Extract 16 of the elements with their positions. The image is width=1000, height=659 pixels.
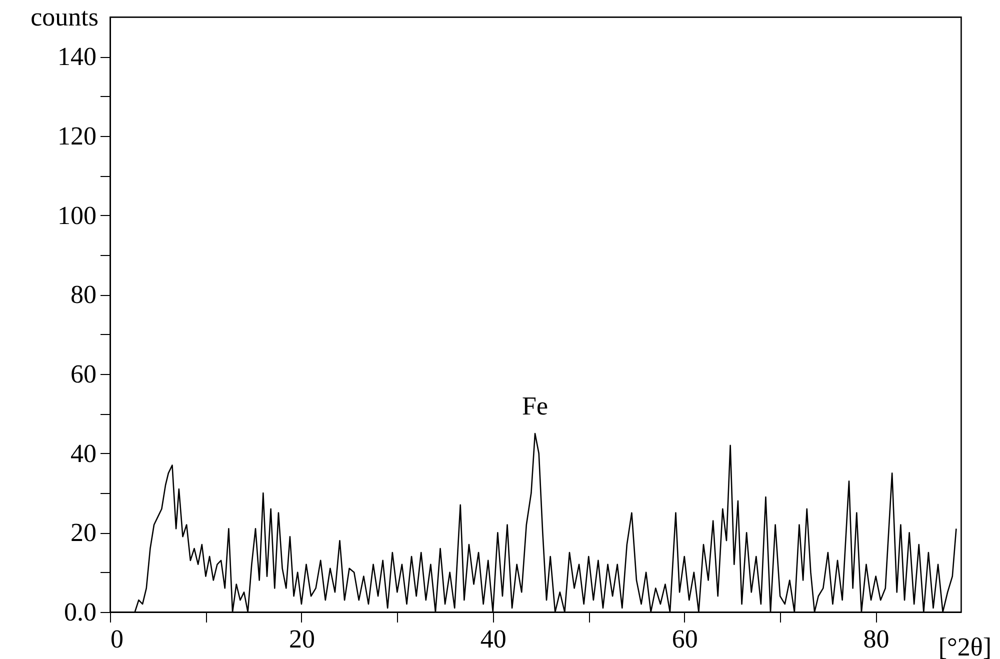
x-tick-label: 40	[480, 624, 506, 654]
y-tick-label: 20	[70, 518, 96, 548]
x-tick-label: 60	[672, 624, 698, 654]
x-axis-title: [°2θ]	[938, 632, 992, 659]
y-tick-label: 0.0	[64, 598, 96, 626]
y-tick-label: 60	[70, 360, 96, 388]
y-axis-title: counts	[30, 2, 98, 32]
y-tick-label: 80	[70, 280, 96, 310]
x-tick-label: 20	[288, 624, 315, 654]
y-tick-label: 140	[58, 42, 96, 72]
y-tick-label: 40	[70, 438, 96, 468]
y-tick-label: 120	[58, 122, 96, 150]
x-tick-label: 80	[863, 624, 890, 654]
annotation: Fe	[522, 392, 548, 420]
x-tick-label: 0	[110, 624, 124, 654]
y-tick-label: 100	[58, 200, 96, 230]
